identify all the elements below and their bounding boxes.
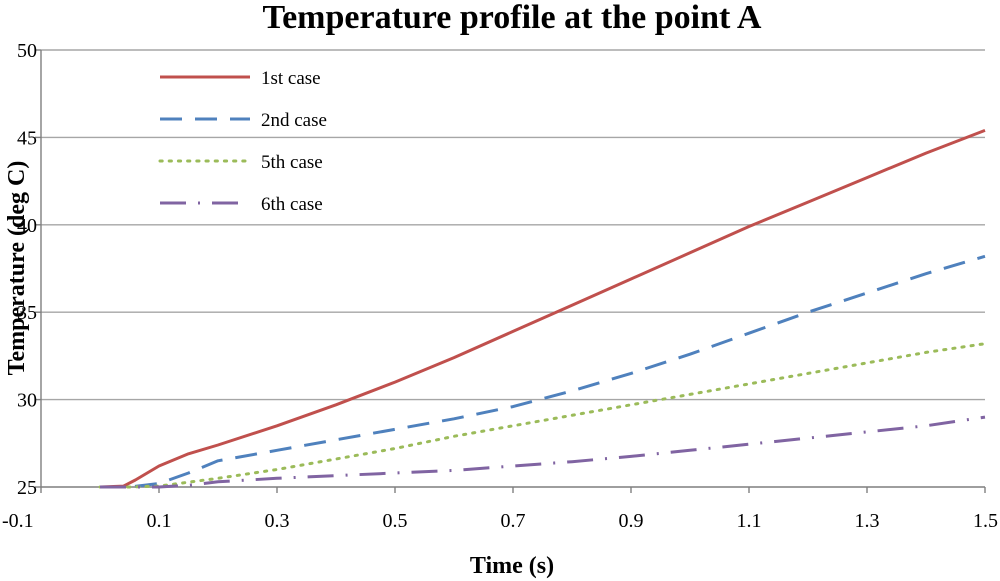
x-tick-label: 0.5	[383, 510, 408, 532]
series-line-4	[100, 415, 986, 489]
x-axis-label: Time (s)	[470, 553, 554, 579]
chart-title: Temperature profile at the point A	[263, 0, 762, 36]
legend-label: 1st case	[261, 68, 321, 89]
y-tick-label: 30	[17, 390, 37, 412]
y-axis-label: Temperature (deg C)	[4, 161, 30, 376]
y-tick-label: 25	[17, 477, 37, 499]
x-tick-label: 0.9	[619, 510, 644, 532]
y-tick-label: 35	[17, 302, 37, 324]
y-tick-label: 45	[17, 127, 37, 149]
x-tick-label: -0.1	[2, 510, 34, 532]
legend-label: 2nd case	[261, 110, 327, 131]
x-tick-label: 0.3	[265, 510, 290, 532]
x-tick-label: 0.1	[147, 510, 172, 532]
legend-label: 5th case	[261, 152, 323, 173]
legend: 1st case 2nd case 5th case 6th case	[158, 68, 327, 215]
series-line-2	[100, 254, 986, 489]
y-tick-label: 40	[17, 215, 37, 237]
series-line-3	[98, 342, 987, 489]
x-tick-label: 1.5	[973, 510, 998, 532]
y-tick-label: 50	[17, 40, 37, 62]
tick-layer: 25 30 35 40 45 50 -0.1 0.1 0.3 0.5 0.7 0.9 1.1 1.3 1.5	[2, 40, 998, 532]
grid-layer	[35, 49, 986, 493]
x-tick-label: 0.7	[501, 510, 526, 532]
legend-label: 6th case	[261, 194, 323, 215]
series-layer	[98, 129, 987, 489]
series-line-1	[99, 129, 986, 489]
x-tick-label: 1.3	[855, 510, 880, 532]
x-tick-label: 1.1	[737, 510, 762, 532]
